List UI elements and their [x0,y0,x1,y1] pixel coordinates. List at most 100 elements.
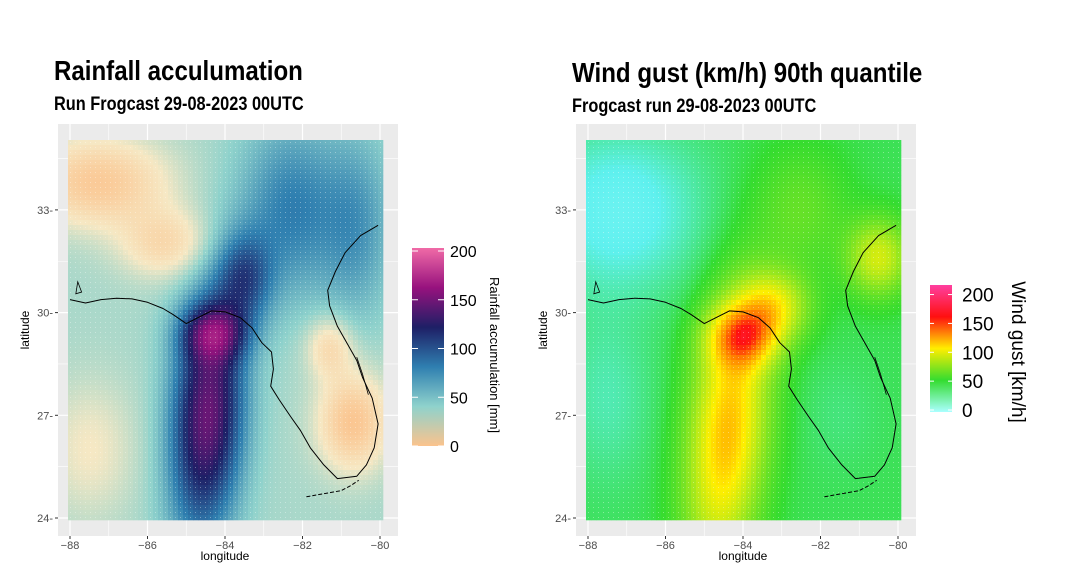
heatmap-cell [73,500,79,506]
heatmap-cell [203,370,209,376]
heatmap-cell [283,245,289,251]
heatmap-cell [288,440,294,446]
heatmap-cell [83,420,89,426]
grid-point [70,337,71,338]
heatmap-cell [123,460,129,466]
heatmap-cell [208,245,214,251]
heatmap-cell [133,215,139,221]
heatmap-cell [73,295,79,301]
heatmap-cell [248,330,254,336]
heatmap-cell [78,335,84,341]
heatmap-cell [123,255,129,261]
heatmap-cell [108,375,114,381]
heatmap-cell [338,370,344,376]
heatmap-cell [193,245,199,251]
heatmap-cell [143,410,149,416]
heatmap-cell [228,335,234,341]
heatmap-cell [213,370,219,376]
heatmap-cell [198,190,204,196]
heatmap-cell [158,330,164,336]
grid-point [75,472,76,473]
heatmap-cell [293,145,299,151]
heatmap-cell [343,445,349,451]
heatmap-cell [278,145,284,151]
heatmap-cell [268,475,274,481]
heatmap-cell [338,215,344,221]
heatmap-cell [313,250,319,256]
heatmap-cell [263,350,269,356]
heatmap-cell [193,430,199,436]
heatmap-cell [333,140,339,146]
heatmap-cell [333,240,339,246]
heatmap-cell [273,440,279,446]
heatmap-cell [228,170,234,176]
heatmap-cell [153,475,159,481]
heatmap-cell [148,250,154,256]
heatmap-cell [268,255,274,261]
heatmap-cell [323,440,329,446]
heatmap-cell [108,235,114,241]
heatmap-cell [338,425,344,431]
heatmap-cell [108,190,114,196]
heatmap-cell [188,335,194,341]
heatmap-cell [348,150,354,156]
heatmap-cell [208,485,214,491]
heatmap-cell [208,150,214,156]
heatmap-cell [188,330,194,336]
heatmap-cell [253,335,259,341]
heatmap-cell [133,185,139,191]
heatmap-cell [293,400,299,406]
heatmap-cell [333,220,339,226]
heatmap-cell [223,445,229,451]
heatmap-cell [333,185,339,191]
heatmap-cell [113,435,119,441]
heatmap-cell [133,190,139,196]
heatmap-cell [223,265,229,271]
heatmap-cell [128,370,134,376]
heatmap-cell [188,370,194,376]
heatmap-cell [293,175,299,181]
heatmap-cell [238,190,244,196]
heatmap-cell [293,160,299,166]
heatmap-cell [68,255,74,261]
heatmap-cell [113,350,119,356]
heatmap-cell [138,475,144,481]
heatmap-cell [288,360,294,366]
heatmap-cell [193,235,199,241]
heatmap-cell [68,485,74,491]
grid-point [75,242,76,243]
heatmap-cell [178,145,184,151]
heatmap-cell [88,190,94,196]
heatmap-cell [88,310,94,316]
heatmap-cell [218,360,224,366]
heatmap-cell [253,410,259,416]
heatmap-cell [298,145,304,151]
heatmap-cell [103,355,109,361]
heatmap-cell [263,260,269,266]
heatmap-cell [73,200,79,206]
heatmap-cell [313,380,319,386]
heatmap-cell [328,170,334,176]
heatmap-cell [113,465,119,471]
heatmap-cell [163,140,169,146]
heatmap-cell [293,260,299,266]
heatmap-cell [93,505,99,511]
heatmap-cell [68,160,74,166]
heatmap-cell [98,400,104,406]
grid-point [75,427,76,428]
heatmap-cell [343,215,349,221]
heatmap-cell [193,415,199,421]
heatmap-cell [213,185,219,191]
heatmap-cell [293,255,299,261]
heatmap-cell [113,495,119,501]
heatmap-cell [228,155,234,161]
heatmap-cell [218,295,224,301]
heatmap-cell [188,430,194,436]
heatmap-cell [323,320,329,326]
heatmap-cell [338,445,344,451]
heatmap-cell [168,465,174,471]
heatmap-cell [338,280,344,286]
heatmap-cell [183,300,189,306]
heatmap-cell [213,390,219,396]
heatmap-cell [143,160,149,166]
